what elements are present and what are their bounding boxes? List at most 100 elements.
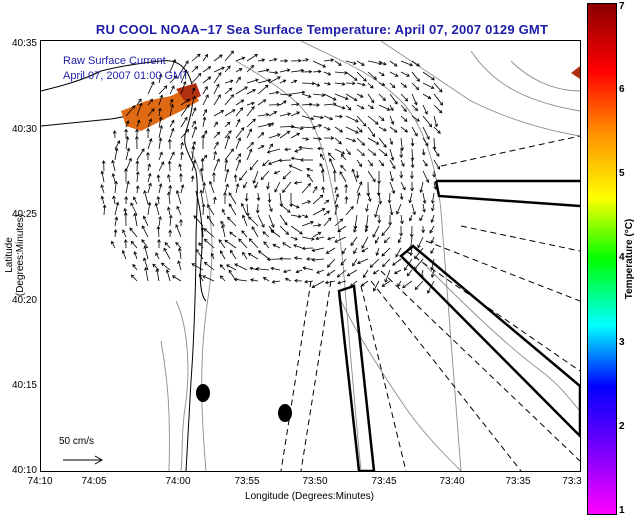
current-vector-icon — [133, 196, 138, 205]
current-vector-head-icon — [159, 124, 163, 129]
current-vector-icon — [353, 247, 358, 254]
current-vector-icon — [279, 192, 282, 207]
current-vector-icon — [400, 192, 403, 200]
current-vector-icon — [191, 96, 196, 106]
current-vector-icon — [235, 107, 244, 117]
current-vector-head-icon — [355, 175, 360, 179]
current-vector-head-icon — [213, 196, 217, 201]
current-vector-icon — [290, 133, 300, 139]
current-vector-icon — [339, 171, 347, 183]
current-vector-head-icon — [361, 152, 365, 157]
current-vector-icon — [433, 104, 443, 114]
current-vector-icon — [433, 115, 438, 127]
current-vector-head-icon — [226, 135, 231, 139]
current-vector-head-icon — [326, 272, 331, 276]
current-vector-head-icon — [350, 206, 354, 210]
current-vector-head-icon — [219, 54, 223, 58]
current-vector-icon — [316, 269, 325, 274]
current-vector-icon — [179, 164, 182, 172]
current-vector-icon — [147, 202, 151, 216]
current-vector-icon — [155, 202, 160, 216]
current-vector-icon — [389, 170, 393, 182]
current-vector-head-icon — [305, 58, 309, 62]
current-vector-head-icon — [400, 147, 405, 152]
current-vector-head-icon — [180, 151, 184, 156]
current-vector-head-icon — [373, 287, 377, 292]
current-vector-icon — [301, 214, 308, 218]
survey-dots — [196, 384, 292, 422]
current-vector-icon — [191, 107, 196, 117]
current-vector-head-icon — [170, 127, 175, 132]
current-vector-icon — [356, 115, 367, 127]
current-vector-icon — [270, 229, 281, 238]
current-vector-head-icon — [273, 170, 278, 175]
current-vector-head-icon — [404, 128, 409, 133]
current-vector-head-icon — [121, 249, 126, 254]
current-vector-icon — [384, 269, 391, 283]
current-vector-icon — [246, 79, 259, 84]
current-vector-icon — [268, 111, 277, 117]
current-vector-head-icon — [426, 136, 430, 140]
current-vector-icon — [323, 115, 333, 120]
current-vector-head-icon — [278, 158, 282, 163]
current-vector-head-icon — [399, 196, 404, 201]
current-vector-head-icon — [319, 194, 324, 199]
current-vector-icon — [234, 263, 248, 271]
current-vector-icon — [422, 115, 432, 128]
current-vector-head-icon — [390, 121, 395, 125]
current-vector-head-icon — [171, 85, 175, 90]
current-vector-icon — [433, 126, 441, 134]
current-vector-head-icon — [156, 195, 161, 200]
current-vector-head-icon — [272, 243, 277, 248]
current-vector-icon — [114, 217, 118, 227]
current-vector-head-icon — [226, 264, 230, 268]
current-vector-head-icon — [288, 164, 293, 168]
current-vector-head-icon — [233, 277, 238, 282]
current-vector-icon — [202, 158, 204, 172]
current-vector-icon — [294, 148, 303, 152]
current-vector-icon — [235, 99, 244, 106]
current-vector-head-icon — [241, 56, 246, 61]
current-vector-icon — [413, 258, 424, 270]
current-vector-icon — [312, 280, 325, 288]
current-vector-icon — [301, 126, 316, 129]
current-vector-head-icon — [248, 128, 253, 133]
current-vector-icon — [389, 181, 395, 194]
x-tick-label: 74:05 — [81, 476, 107, 487]
current-vector-head-icon — [382, 128, 387, 132]
current-vector-icon — [365, 225, 369, 232]
current-vector-head-icon — [132, 196, 137, 201]
current-vector-head-icon — [141, 225, 146, 229]
current-vector-icon — [323, 71, 331, 76]
current-vector-icon — [253, 170, 259, 184]
current-vector-icon — [307, 174, 314, 183]
current-vector-icon — [367, 60, 382, 65]
current-vector-head-icon — [163, 247, 167, 252]
current-vector-icon — [241, 230, 248, 238]
current-vector-head-icon — [403, 84, 408, 88]
current-vector-head-icon — [150, 81, 155, 85]
current-vector-icon — [282, 170, 292, 180]
current-vector-head-icon — [241, 230, 245, 234]
current-vector-icon — [158, 108, 161, 117]
current-vector-icon — [235, 159, 241, 172]
current-vector-icon — [325, 280, 336, 284]
current-vector-head-icon — [315, 236, 320, 241]
current-vector-icon — [301, 221, 314, 227]
current-vector-head-icon — [344, 96, 349, 100]
current-vector-head-icon — [156, 174, 161, 178]
current-vector-head-icon — [191, 263, 196, 267]
current-vector-head-icon — [380, 162, 384, 167]
map-plot-area[interactable]: Raw Surface Current April 07, 2007 01:00… — [40, 40, 581, 472]
current-vector-head-icon — [406, 73, 410, 77]
current-vector-icon — [312, 115, 324, 119]
current-vector-icon — [373, 280, 380, 292]
current-vector-head-icon — [255, 267, 260, 271]
current-vector-head-icon — [206, 215, 211, 220]
current-vector-icon — [312, 186, 318, 194]
current-vector-icon — [334, 126, 343, 133]
temperature-colorbar — [587, 3, 617, 515]
current-vector-head-icon — [344, 196, 349, 200]
current-vector-head-icon — [255, 210, 260, 214]
current-vector-icon — [268, 76, 281, 84]
